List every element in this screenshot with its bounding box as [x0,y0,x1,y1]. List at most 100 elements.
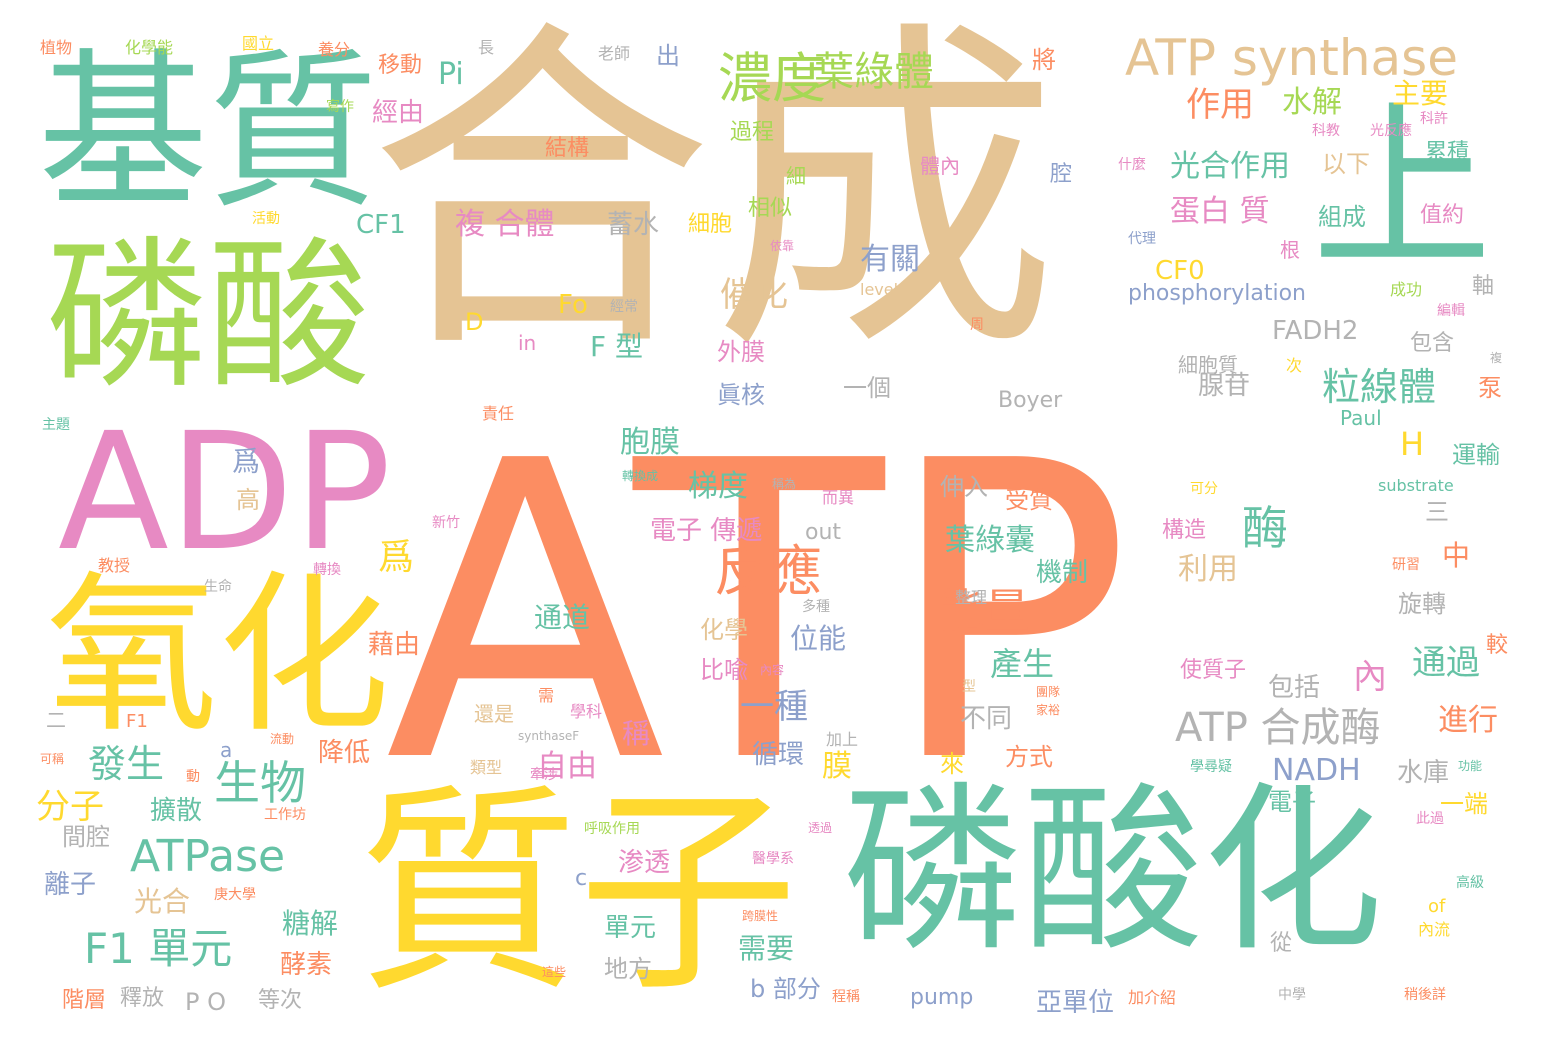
word-adp: ADP [58,399,392,587]
word-cycle: 循環 [752,740,805,770]
word-main: 主要 [1392,77,1449,110]
word-h: H [1400,425,1425,463]
word-pump: pump [910,985,974,1010]
word-fo: Fo [558,290,588,320]
word-topic: 主題 [42,417,70,433]
word-atpase: ATPase [130,831,286,882]
word-process-name: 程稱 [832,989,860,1005]
word-through: 透過 [808,821,833,835]
word-eukaryote: 眞核 [717,381,765,409]
word-respiration: 呼吸作用 [584,821,640,837]
word-need: 需要 [738,932,795,965]
word-ion: 離子 [44,870,97,900]
word-related: 有關 [860,242,920,277]
word-professor: 教授 [98,556,131,575]
word-f-type: F 型 [590,330,644,363]
word-include: 包括 [1268,673,1321,703]
word-substrate: substrate [1378,476,1454,495]
word-free: 自由 [537,749,597,784]
word-phosphorylation-en: phosphorylation [1128,281,1306,306]
word-call: 稱 [622,717,651,750]
word-decrease: 降低 [318,738,371,768]
word-similar: 相似 [748,196,793,221]
word-thylakoid: 葉綠囊 [945,523,1035,558]
word-channel: 通道 [534,601,591,634]
word-still: 還是 [474,702,514,726]
word-f1-unit: F1 單元 [84,924,233,973]
word-cell: 細胞 [688,212,733,237]
word-thin: 細 [786,164,806,188]
word-atp-synthase: ATP synthase [1125,29,1458,87]
word-place: 地方 [604,955,652,983]
word-cytoplasm: 細胞質 [1178,353,1238,377]
word-rotate: 旋轉 [1398,590,1446,618]
word-photo: 光合 [134,885,191,918]
word-synthase-f: synthaseF [518,729,580,743]
word-middle: 中 [1442,539,1471,572]
word-type: 類型 [470,758,503,777]
word-wei2: 爲 [378,537,415,578]
word-action: 作用 [1186,85,1254,125]
word-jiayu: 家裕 [1036,703,1061,717]
word-pump-zh: 泵 [1478,374,1502,402]
word-cell-membrane: 胞膜 [620,425,680,460]
word-atp: ATP [385,374,1132,852]
word-adenosine: 腺苷 [1198,371,1251,401]
word-transform: 轉換 [313,562,341,578]
word-phosphorylation-zh: 磷酸化 [843,767,1384,976]
word-complex: 複 合體 [455,207,555,242]
word-success: 成功 [1390,280,1423,299]
word-root: 根 [1280,238,1300,262]
word-subunit: 亞單位 [1036,988,1115,1018]
word-d: D [465,308,484,336]
word-protein: 蛋白 質 [1170,194,1270,229]
word-reservoir: 蓄水 [607,210,660,240]
word-glycolysis: 糖解 [282,907,339,940]
word-produce: 產生 [990,645,1055,683]
word-synthesis: 合成 [368,0,1058,395]
word-workshop-study: 研習 [1392,557,1420,573]
word-function: 功能 [1458,759,1483,773]
word-fadh2: FADH2 [1272,316,1359,346]
word-energy: 能量 [938,584,1030,638]
word-transport: 運輸 [1452,441,1500,469]
word-proton: 質子 [358,765,799,1021]
word-release: 釋放 [120,986,165,1011]
word-level-order: 等次 [258,988,303,1013]
word-hsinchu: 新竹 [432,515,460,531]
word-c: c [575,866,588,891]
word-lumen: 間腔 [62,823,110,851]
word-organism: 生物 [214,756,306,810]
word-organize: 整理 [955,588,988,607]
word-depend: 依靠 [770,239,795,253]
word-advanced: 高級 [1456,875,1484,891]
word-occur: 發生 [88,742,165,786]
word-need-short: 需 [538,686,555,705]
word-cf0: CF0 [1155,256,1205,286]
word-plant: 植物 [40,38,73,57]
word-atp-synthase-zh: ATP 合成酶 [1175,705,1381,751]
word-pass-through: 通過 [1412,643,1480,683]
word-outer-membrane: 外膜 [717,338,765,366]
word-contain: 包含 [1410,331,1455,356]
word-life: 生命 [204,579,232,595]
word-university: 庚大學 [214,887,256,903]
word-via: 經由 [372,98,425,128]
word-one-kind: 一種 [740,687,808,727]
word-extend: 伸入 [940,473,988,501]
word-catalyze: 催化 [720,275,788,315]
word-come: 來 [940,750,964,778]
word-three: 三 [1425,498,1449,526]
word-enzyme: 酶 [1242,501,1288,555]
word-time: 次 [1286,356,1303,375]
word-cycle-zh: 周 [970,317,984,333]
word-transmembrane: 跨膜性 [742,909,779,923]
word-out-zh: 出 [656,42,680,70]
word-content: 內容 [760,663,785,677]
word-concentration: 濃度 [718,47,826,110]
word-pi: Pi [438,57,464,92]
word-national: 國立 [242,34,275,53]
word-a: a [220,738,233,762]
word-high: 高 [236,486,260,514]
